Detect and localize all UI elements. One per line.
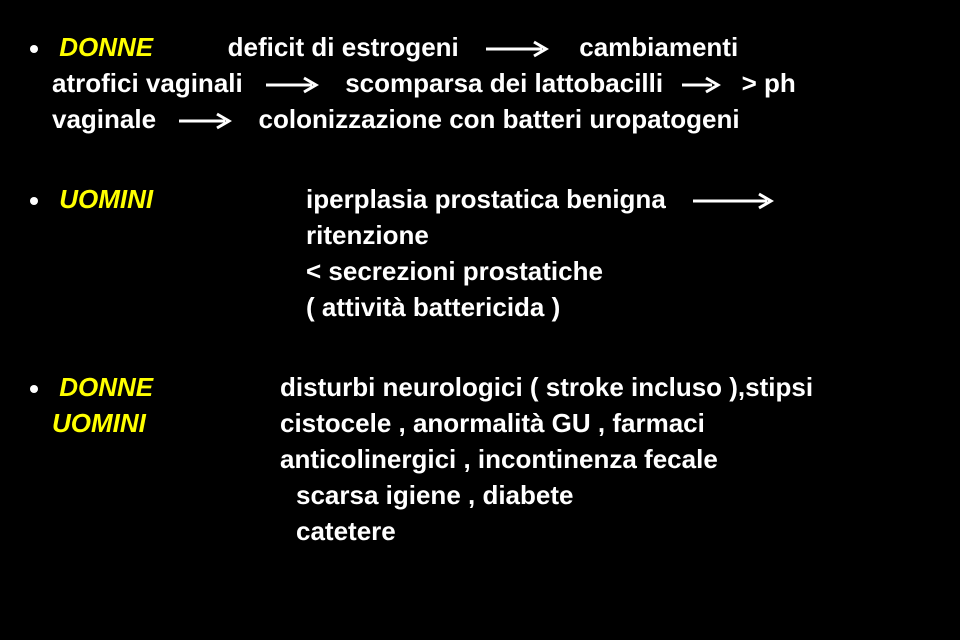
bullet-icon bbox=[30, 385, 38, 393]
donne-accent-2: DONNE bbox=[59, 372, 153, 402]
bullet-icon bbox=[30, 45, 38, 53]
du-r1: disturbi neurologici ( stroke incluso ),… bbox=[280, 370, 813, 405]
uomini-l4: ( attività battericida ) bbox=[306, 290, 560, 325]
uomini-accent: UOMINI bbox=[59, 184, 153, 214]
arrow-icon bbox=[680, 68, 724, 103]
uomini-l3: < secrezioni prostatiche bbox=[306, 254, 603, 289]
line2-seg2: scomparsa dei lattobacilli bbox=[345, 68, 663, 98]
du-r4: scarsa igiene , diabete bbox=[296, 478, 573, 513]
bullet-icon bbox=[30, 197, 38, 205]
du-r3: anticolinergici , incontinenza fecale bbox=[280, 442, 718, 477]
slide: DONNE deficit di estrogeni cambiamenti a… bbox=[0, 0, 960, 640]
line-1: DONNE deficit di estrogeni cambiamenti bbox=[30, 30, 930, 67]
uomini-accent-2: UOMINI bbox=[52, 406, 146, 441]
line2-seg1: atrofici vaginali bbox=[52, 68, 243, 98]
arrow-icon bbox=[691, 184, 781, 219]
line2-seg3: > ph bbox=[742, 68, 796, 98]
line-3: vaginale colonizzazione con batteri urop… bbox=[52, 102, 930, 139]
line-2: atrofici vaginali scomparsa dei lattobac… bbox=[52, 66, 930, 103]
line3-seg1: vaginale bbox=[52, 104, 156, 134]
donne-accent: DONNE bbox=[59, 32, 153, 62]
arrow-icon bbox=[177, 104, 237, 139]
line3-seg2: colonizzazione con batteri uropatogeni bbox=[259, 104, 740, 134]
line1-seg3: cambiamenti bbox=[579, 32, 738, 62]
arrow-icon bbox=[264, 68, 324, 103]
line1-seg2: deficit di estrogeni bbox=[228, 32, 459, 62]
du-r2: cistocele , anormalità GU , farmaci bbox=[280, 406, 705, 441]
uomini-l2: ritenzione bbox=[306, 218, 429, 253]
du-r5: catetere bbox=[296, 514, 396, 549]
uomini-l1-text: iperplasia prostatica benigna bbox=[306, 184, 666, 214]
uomini-l1: iperplasia prostatica benigna bbox=[306, 182, 781, 219]
arrow-icon bbox=[484, 32, 554, 67]
